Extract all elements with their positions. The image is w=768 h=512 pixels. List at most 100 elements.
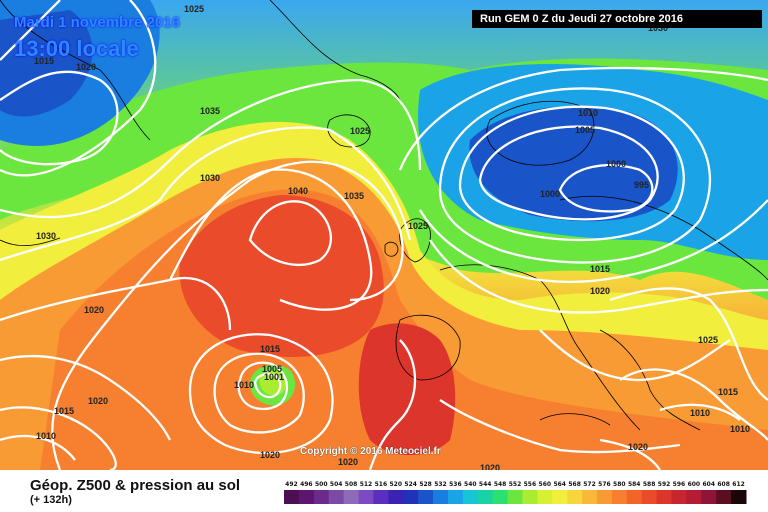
legend-tick-label: 592 <box>658 481 671 488</box>
legend-swatch <box>656 490 672 504</box>
legend-tick-label: 556 <box>524 481 537 488</box>
isobar-label: 1025 <box>408 221 428 231</box>
isobar-label: 1015 <box>260 344 280 354</box>
isobar-label: 1020 <box>88 396 108 406</box>
legend-swatch <box>641 490 658 504</box>
isobar-label: 1010 <box>234 380 254 390</box>
legend-tick-label: 496 <box>300 481 313 488</box>
legend-swatch <box>373 490 389 504</box>
legend-swatch <box>701 490 717 504</box>
isobar-label: 1010 <box>36 431 56 441</box>
legend-swatch <box>611 490 628 504</box>
legend-tick-label: 560 <box>539 481 552 488</box>
legend-swatch <box>626 490 643 504</box>
model-run-banner: Run GEM 0 Z du Jeudi 27 octobre 2016 <box>472 10 762 28</box>
legend-tick-label: 500 <box>315 481 328 488</box>
isobar-label: 995 <box>634 180 649 190</box>
legend-tick-label: 584 <box>628 481 641 488</box>
isobar-label: 1020 <box>480 463 500 470</box>
isobar-label: 1040 <box>288 186 308 196</box>
isobar-label: 1005 <box>575 125 595 135</box>
legend-tick-label: 520 <box>390 481 403 488</box>
legend-swatch <box>284 490 300 504</box>
legend-tick-label: 604 <box>702 481 715 488</box>
isobar-label: 1025 <box>184 4 204 14</box>
legend-tick-label: 580 <box>613 481 626 488</box>
legend-swatch <box>582 490 598 504</box>
legend-tick-label: 596 <box>673 481 686 488</box>
legend-swatch <box>686 490 702 504</box>
isobar-label: 1020 <box>590 286 610 296</box>
isobar-label: 1000 <box>606 159 626 169</box>
legend-swatch <box>328 490 345 504</box>
legend-tick-label: 608 <box>717 481 730 488</box>
legend-swatch <box>477 490 494 504</box>
forecast-date: Mardi 1 novembre 2016 <box>14 14 180 31</box>
legend-swatch <box>298 490 315 504</box>
legend-tick-label: 612 <box>732 481 745 488</box>
legend-tick-label: 492 <box>285 481 298 488</box>
isobar-label: 1020 <box>76 62 96 72</box>
legend-tick-label: 564 <box>553 481 566 488</box>
legend-swatch <box>671 490 687 504</box>
chart-title: Géop. Z500 & pression au sol <box>30 477 241 494</box>
isobar-label: 1001 <box>264 372 284 382</box>
isobar-label: 1020 <box>338 457 358 467</box>
isobar-label: 1025 <box>350 126 370 136</box>
legend-tick-label: 552 <box>509 481 522 488</box>
legend-tick-label: 508 <box>345 481 358 488</box>
legend-swatch <box>418 490 434 504</box>
legend-swatch <box>716 490 732 504</box>
legend-swatch <box>388 490 404 504</box>
isobar-label: 1020 <box>260 450 280 460</box>
legend-tick-label: 548 <box>494 481 507 488</box>
color-scale-legend: 492 496 500 504 508 512 516 520 524 528 532 536 540 5… <box>284 481 747 504</box>
isobars <box>0 0 768 470</box>
isobar-label: 1030 <box>200 173 220 183</box>
legend-swatch <box>492 490 509 504</box>
legend-tick-label: 504 <box>330 481 343 488</box>
isobar-label: 1010 <box>730 424 750 434</box>
forecast-time: 13:00 locale <box>14 36 139 61</box>
legend-tick-label: 536 <box>449 481 462 488</box>
legend-swatch <box>537 490 553 504</box>
isobar-label: 1030 <box>36 231 56 241</box>
isobar-label: 1005 <box>262 364 282 374</box>
legend-swatch <box>403 490 419 504</box>
isobar-label: 1010 <box>690 408 710 418</box>
isobar-label: 1035 <box>200 106 220 116</box>
forecast-map: 1025 1015 1020 1035 1030 1040 1035 1030 … <box>0 0 768 470</box>
legend-tick-label: 516 <box>375 481 388 488</box>
legend-tick-label: 568 <box>568 481 581 488</box>
legend-tick-label: 540 <box>464 481 477 488</box>
z500-high-core <box>179 195 384 357</box>
legend-tick-label: 544 <box>479 481 492 488</box>
isobar-label: 1015 <box>718 387 738 397</box>
legend-tick-label: 572 <box>583 481 596 488</box>
isobar-label: 1020 <box>628 442 648 452</box>
legend-tick-label: 600 <box>688 481 701 488</box>
legend-tick-label: 512 <box>360 481 373 488</box>
isobar-label: 1020 <box>84 305 104 315</box>
isobar-label: 1015 <box>54 406 74 416</box>
isobar-label: 1000 <box>540 189 560 199</box>
legend-swatch <box>507 490 523 504</box>
legend-tick-label: 524 <box>404 481 417 488</box>
isobar-label: 1015 <box>590 264 610 274</box>
forecast-lead-time: (+ 132h) <box>30 494 72 506</box>
legend-swatch <box>447 490 464 504</box>
legend-swatch <box>433 490 449 504</box>
legend-swatch <box>567 490 583 504</box>
isobar-label: 1030 <box>648 23 668 33</box>
legend-tick-label: 588 <box>643 481 656 488</box>
legend-swatch <box>462 490 479 504</box>
isobar-label: 1015 <box>34 56 54 66</box>
legend-swatch <box>343 490 360 504</box>
legend-tick-label: 528 <box>419 481 432 488</box>
legend-swatch <box>731 490 747 504</box>
legend-swatch <box>552 490 568 504</box>
legend-swatch <box>313 490 330 504</box>
legend-tick-label: 576 <box>598 481 611 488</box>
legend-tick-label: 532 <box>434 481 447 488</box>
